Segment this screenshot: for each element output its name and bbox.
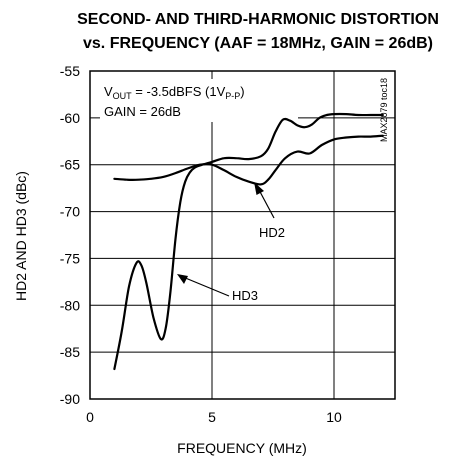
x-tick-label: 0 bbox=[86, 409, 94, 425]
annotation-box-mask bbox=[100, 79, 298, 122]
x-tick-label: 10 bbox=[326, 409, 342, 425]
y-tick-label: -70 bbox=[60, 204, 80, 220]
data-series bbox=[113, 112, 384, 371]
chart-title-line1: SECOND- AND THIRD-HARMONIC DISTORTION bbox=[77, 11, 439, 28]
plot-frame bbox=[89, 70, 396, 400]
y-tick-label: -60 bbox=[60, 110, 80, 126]
y-tick-label: -75 bbox=[60, 250, 80, 266]
y-axis-label: HD2 AND HD3 (dBc) bbox=[13, 171, 29, 301]
figure-code: MAX2079 toc18 bbox=[379, 78, 389, 142]
hd3-callout: HD3 bbox=[177, 274, 258, 303]
hd2-arrowhead bbox=[254, 182, 264, 195]
series-line-hd3 bbox=[113, 112, 384, 371]
x-axis-label: FREQUENCY (MHz) bbox=[177, 440, 307, 456]
y-tick-label: -90 bbox=[60, 391, 80, 407]
hd3-leader-line bbox=[182, 276, 230, 297]
gain-annotation: GAIN = 26dB bbox=[104, 104, 181, 119]
y-tick-labels: -55 -60 -65 -70 -75 -80 -85 -90 bbox=[60, 63, 80, 407]
y-tick-label: -65 bbox=[60, 157, 80, 173]
chart-grid bbox=[90, 71, 395, 399]
y-tick-label: -55 bbox=[60, 63, 80, 79]
hd2-label: HD2 bbox=[259, 225, 285, 240]
x-tick-labels: 0 5 10 bbox=[86, 409, 342, 425]
hd2-leader-line bbox=[257, 187, 275, 219]
vout-annotation: VOUT = -3.5dBFS (1VP-P) bbox=[104, 84, 245, 101]
hd2-callout: HD2 bbox=[254, 182, 285, 240]
hd3-arrowhead bbox=[177, 274, 188, 284]
x-tick-label: 5 bbox=[208, 409, 216, 425]
y-tick-label: -85 bbox=[60, 344, 80, 360]
y-tick-label: -80 bbox=[60, 297, 80, 313]
chart-title-line2: vs. FREQUENCY (AAF = 18MHz, GAIN = 26dB) bbox=[83, 35, 433, 52]
hd3-label: HD3 bbox=[232, 288, 258, 303]
